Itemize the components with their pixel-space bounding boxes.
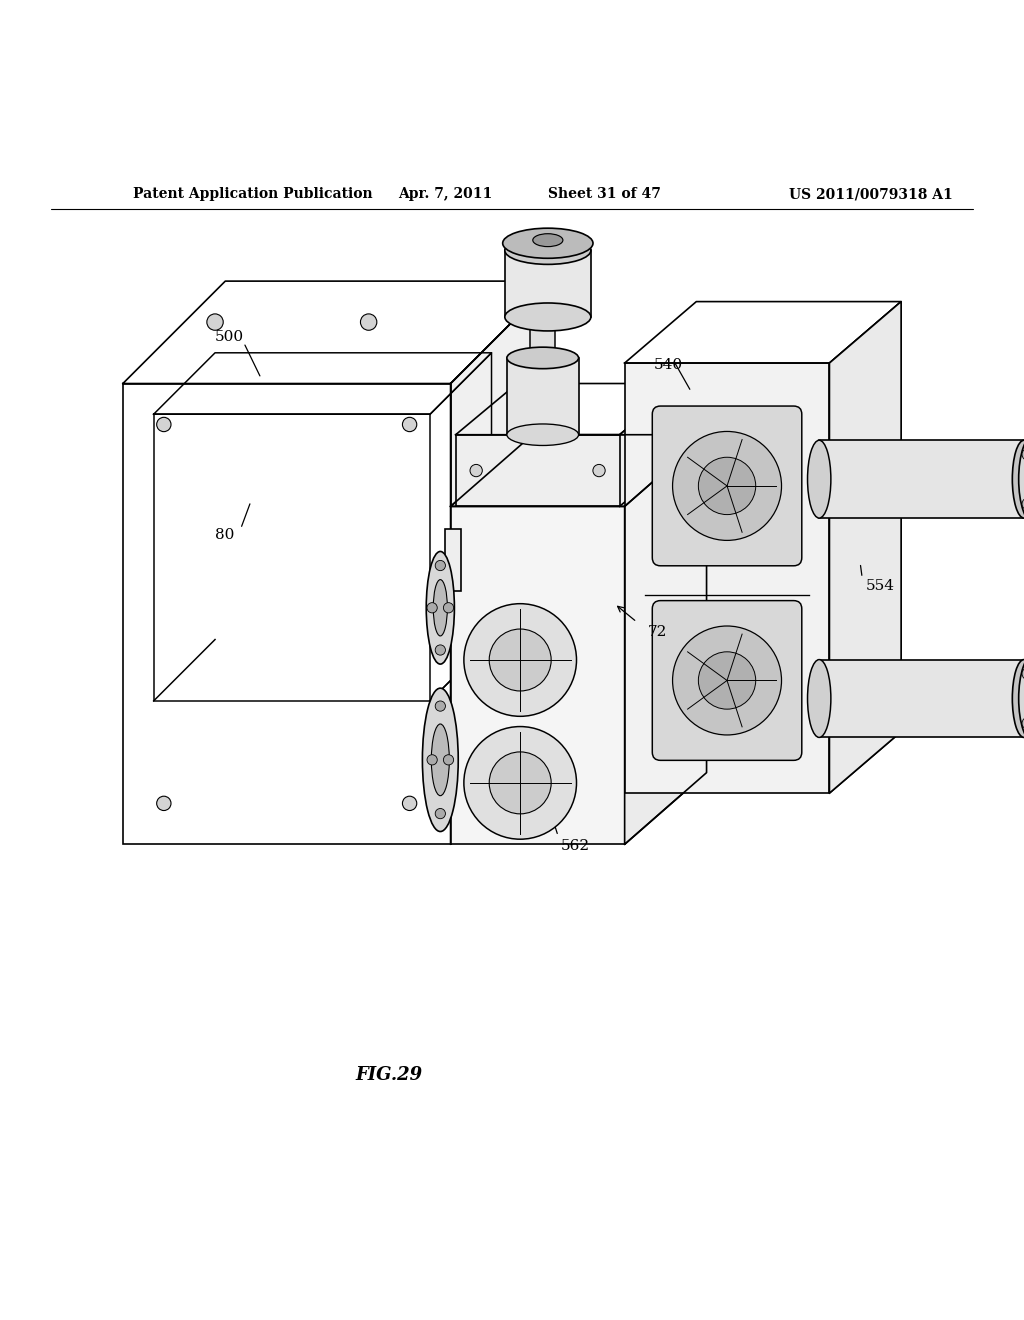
Circle shape bbox=[1022, 668, 1024, 680]
Ellipse shape bbox=[808, 660, 830, 738]
Bar bbox=[530, 317, 555, 358]
Circle shape bbox=[1022, 498, 1024, 510]
Circle shape bbox=[489, 752, 551, 814]
Text: 500: 500 bbox=[215, 330, 244, 345]
Circle shape bbox=[427, 755, 437, 766]
Text: 554: 554 bbox=[865, 579, 894, 593]
Ellipse shape bbox=[422, 688, 459, 832]
Bar bbox=[445, 529, 461, 591]
Polygon shape bbox=[451, 434, 707, 507]
Text: Apr. 7, 2011: Apr. 7, 2011 bbox=[398, 187, 493, 201]
Text: Patent Application Publication: Patent Application Publication bbox=[133, 187, 373, 201]
Circle shape bbox=[1022, 449, 1024, 461]
Ellipse shape bbox=[808, 441, 830, 517]
Bar bbox=[123, 384, 451, 845]
Bar bbox=[456, 434, 620, 507]
Bar bbox=[625, 363, 829, 793]
Ellipse shape bbox=[433, 579, 447, 636]
Circle shape bbox=[157, 796, 171, 810]
Bar bbox=[819, 660, 1024, 738]
Text: FIG.29: FIG.29 bbox=[355, 1065, 423, 1084]
Text: Sheet 31 of 47: Sheet 31 of 47 bbox=[548, 187, 660, 201]
Ellipse shape bbox=[426, 552, 455, 664]
Text: US 2011/0079318 A1: US 2011/0079318 A1 bbox=[788, 187, 952, 201]
Circle shape bbox=[427, 603, 437, 612]
FancyBboxPatch shape bbox=[652, 407, 802, 566]
Ellipse shape bbox=[503, 228, 593, 259]
Circle shape bbox=[673, 432, 781, 540]
Ellipse shape bbox=[1013, 660, 1024, 738]
Circle shape bbox=[435, 561, 445, 570]
Circle shape bbox=[673, 626, 781, 735]
Text: 540: 540 bbox=[653, 358, 682, 372]
Circle shape bbox=[207, 314, 223, 330]
Circle shape bbox=[443, 755, 454, 766]
Circle shape bbox=[1022, 717, 1024, 730]
Ellipse shape bbox=[1019, 434, 1024, 524]
Circle shape bbox=[435, 645, 445, 655]
Bar bbox=[819, 441, 1024, 517]
Circle shape bbox=[360, 314, 377, 330]
Bar bbox=[154, 414, 430, 701]
Bar bbox=[451, 507, 625, 845]
Circle shape bbox=[435, 808, 445, 818]
Circle shape bbox=[464, 726, 577, 840]
Ellipse shape bbox=[505, 236, 591, 264]
Circle shape bbox=[402, 796, 417, 810]
Polygon shape bbox=[625, 434, 707, 845]
FancyBboxPatch shape bbox=[652, 601, 802, 760]
Circle shape bbox=[470, 465, 482, 477]
Ellipse shape bbox=[1019, 653, 1024, 743]
Text: 72: 72 bbox=[648, 626, 668, 639]
Text: 562: 562 bbox=[561, 840, 590, 853]
Circle shape bbox=[698, 457, 756, 515]
Circle shape bbox=[464, 603, 577, 717]
Ellipse shape bbox=[1013, 441, 1024, 517]
Bar bbox=[507, 358, 579, 434]
Circle shape bbox=[443, 603, 454, 612]
Circle shape bbox=[402, 417, 417, 432]
Polygon shape bbox=[451, 281, 553, 845]
Polygon shape bbox=[829, 301, 901, 793]
Circle shape bbox=[157, 417, 171, 432]
Ellipse shape bbox=[431, 723, 450, 796]
Circle shape bbox=[698, 652, 756, 709]
Ellipse shape bbox=[507, 424, 579, 445]
Ellipse shape bbox=[507, 347, 579, 368]
Text: 80: 80 bbox=[215, 528, 234, 543]
Ellipse shape bbox=[532, 234, 563, 247]
Bar bbox=[505, 251, 591, 317]
Circle shape bbox=[489, 630, 551, 690]
Circle shape bbox=[593, 465, 605, 477]
Ellipse shape bbox=[505, 304, 591, 331]
Circle shape bbox=[435, 701, 445, 711]
